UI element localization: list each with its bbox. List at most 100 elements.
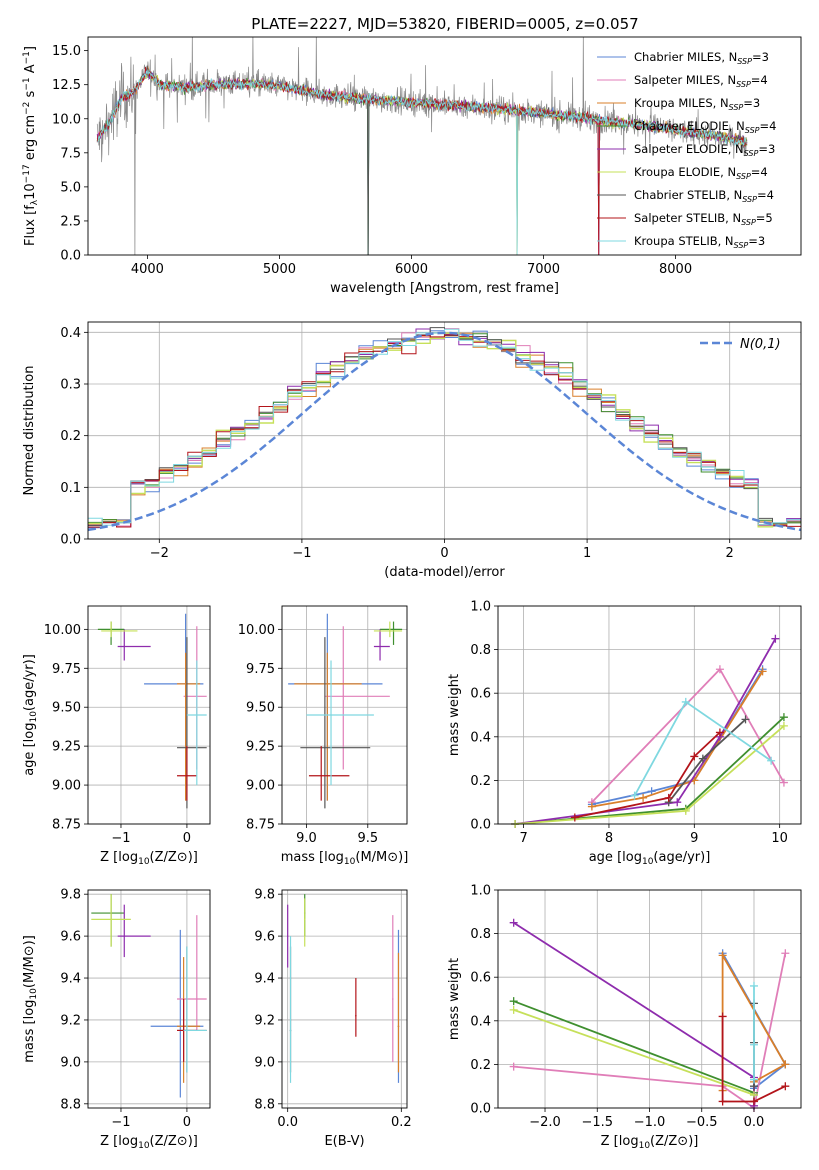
data-point [379, 645, 381, 648]
label-part: age [ [589, 850, 622, 865]
legend-entry: Kroupa ELODIE, NSSP=4 [634, 165, 768, 181]
legend-value: =3 [748, 234, 765, 248]
weight-marker [767, 756, 776, 765]
legend-subscript: SSP [744, 149, 759, 158]
data-point [196, 998, 198, 1000]
y-tick-label: 9.25 [246, 740, 275, 755]
legend-entry: Chabrier ELODIE, NSSP=4 [634, 119, 776, 135]
y-tick-label: 10.00 [44, 623, 81, 638]
data-point [289, 1029, 292, 1032]
y-tick-label: 9.4 [254, 972, 275, 987]
y-tick-label: 0.6 [470, 687, 491, 702]
weight-marker [681, 697, 690, 706]
y-tick-label: 0.0 [470, 818, 491, 833]
weight-marker [741, 715, 750, 724]
residual-hist-8 [88, 328, 801, 526]
legend-value: =5 [756, 211, 773, 225]
legend-text: Salpeter STELIB, N [634, 211, 741, 225]
y-tick-label: 12.5 [52, 78, 81, 93]
y-tick-label: 9.2 [254, 1013, 275, 1028]
y-axis-label: Flux [fλ10−17 erg cm−2 s−1 A−1] [22, 46, 40, 246]
label-part: log [118, 1134, 138, 1149]
legend-subscript: SSP [729, 103, 744, 112]
legend-value: =4 [751, 73, 768, 87]
weight-marker [718, 1012, 727, 1021]
label-part: log [22, 1000, 37, 1020]
mass-vs-metallicity-panel: −1 08.89.09.29.49.69.8Z [log10(Z/Z⊙)]mass… [22, 888, 211, 1151]
data-point [392, 628, 395, 631]
data-point [110, 918, 112, 921]
legend-subscript: SSP [741, 218, 756, 227]
y-tick-label: 9.4 [60, 972, 81, 987]
legend-text: Salpeter MILES, N [634, 73, 736, 87]
weight-marker [718, 1097, 727, 1106]
y-tick-label: 8.75 [246, 818, 275, 833]
label-part: 10 [23, 183, 38, 200]
y-tick-label: 9.50 [246, 701, 275, 716]
label-part: log [324, 850, 344, 865]
x-tick-label: −2.0 [529, 1115, 561, 1130]
weight-marker [781, 1082, 790, 1091]
residuals-panel: −2 −1 0 1 2 0.0 0.1 0.2 0.3 0.4 (data-model)/error… [22, 321, 802, 580]
label-part: log [22, 723, 37, 743]
figure-title: PLATE=2227, MJD=53820, FIBERID=0005, z=0… [251, 15, 638, 33]
axes-frame [497, 605, 802, 825]
weight-marker [715, 665, 724, 674]
y-tick-label: 0.8 [470, 927, 491, 942]
label-part: −1 [22, 51, 32, 64]
x-tick-label: −1 [292, 546, 311, 561]
label-part: 10 [29, 988, 39, 1000]
label-part: mass [ [281, 850, 324, 865]
y-tick-label: 0.8 [470, 643, 491, 658]
data-point [196, 714, 198, 716]
label-part: log [622, 850, 642, 865]
y-tick-label: 9.0 [254, 1055, 275, 1070]
x-tick-label: −1.5 [581, 1115, 613, 1130]
y-tick-label: 0.4 [470, 730, 491, 745]
legend-value: =4 [757, 188, 774, 202]
weight-marker [779, 713, 788, 722]
y-tick-label: 0.4 [470, 1014, 491, 1029]
weight-line [721, 1016, 786, 1103]
weight-marker [673, 798, 682, 807]
weight-marker [639, 793, 648, 802]
legend-entry: Salpeter STELIB, NSSP=5 [634, 211, 773, 227]
y-tick-label: 9.6 [60, 930, 81, 945]
weight-line [591, 670, 764, 808]
y-tick-label: 0.2 [60, 429, 81, 444]
weight-marker [779, 721, 788, 730]
x-tick-label: 0.0 [744, 1115, 765, 1130]
x-tick-label: −0.5 [686, 1115, 718, 1130]
data-point [326, 683, 329, 685]
data-point [186, 1029, 188, 1032]
x-axis-label: age [log10(age/yr)] [589, 850, 711, 867]
legend-value: =3 [758, 142, 775, 156]
x-axis-label: wavelength [Angstrom, rest frame] [330, 281, 559, 296]
legend-text: Chabrier ELODIE, N [634, 119, 745, 133]
weight-marker [715, 728, 724, 737]
normal-curve [87, 331, 802, 532]
x-tick-label: 0 [183, 831, 191, 846]
axes-frame [281, 605, 408, 825]
legend-subscript: SSP [736, 80, 751, 89]
y-tick-label: 9.00 [52, 779, 81, 794]
label-part: mass weight [447, 674, 462, 756]
legend-entry: Salpeter MILES, NSSP=4 [634, 73, 768, 89]
legend-subscript: SSP [745, 126, 760, 135]
axes-frame [87, 889, 211, 1109]
label-part: −1 [22, 77, 32, 90]
y-tick-label: 9.6 [254, 930, 275, 945]
weight-marker [509, 918, 518, 927]
data-point [389, 630, 391, 632]
data-point [355, 1014, 357, 1017]
label-part: mass weight [447, 958, 462, 1040]
axes-frame [87, 605, 211, 825]
x-tick-label: 4000 [131, 262, 164, 277]
x-tick-label: 0 [440, 546, 448, 561]
x-axis-label: E(B-V) [324, 1134, 364, 1149]
label-part: (M/M⊙)] [22, 935, 37, 988]
weight-marker [781, 949, 790, 958]
y-tick-label: 0.0 [60, 249, 81, 264]
weight-marker [718, 951, 727, 960]
x-tick-label: 6000 [395, 262, 428, 277]
